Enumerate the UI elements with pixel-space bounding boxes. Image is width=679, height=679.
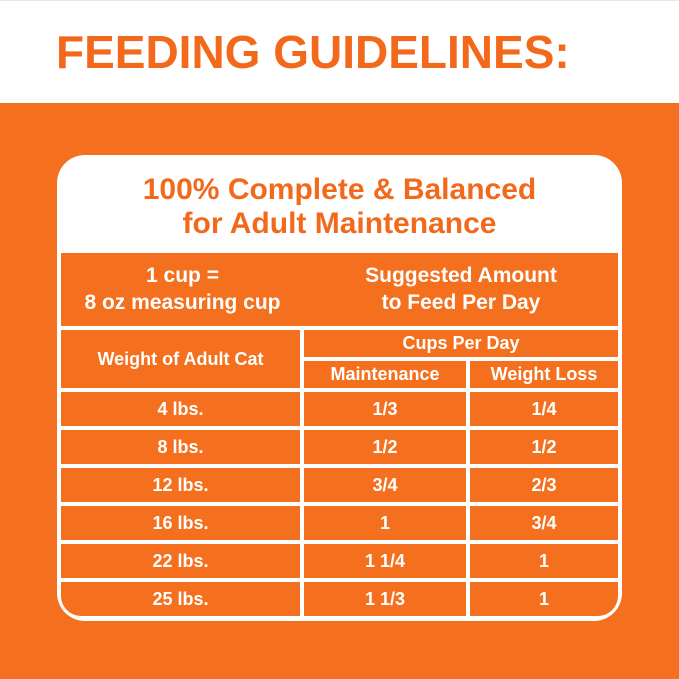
table-row: 22 lbs. 1 1/4 1 — [61, 544, 618, 578]
maintenance-cell: 1 — [304, 506, 466, 540]
table-row: 16 lbs. 1 3/4 — [61, 506, 618, 540]
card-title-line2: for Adult Maintenance — [182, 207, 497, 240]
weight-cell: 25 lbs. — [61, 582, 300, 616]
maintenance-header-cell: Maintenance — [304, 361, 466, 388]
card-title-line1: 100% Complete & Balanced — [142, 173, 537, 207]
maintenance-cell: 1/3 — [304, 392, 466, 426]
suggested-line2: to Feed Per Day — [381, 290, 541, 314]
weight-cell: 16 lbs. — [61, 506, 300, 540]
page-title: FEEDING GUIDELINES: — [56, 26, 570, 78]
maintenance-cell: 1 1/4 — [304, 544, 466, 578]
suggested-line1: Suggested Amount — [365, 263, 557, 287]
weight-loss-cell: 1 — [470, 582, 618, 616]
table-row: 8 lbs. 1/2 1/2 — [61, 430, 618, 464]
weight-cell: 8 lbs. — [61, 430, 300, 464]
table-row: 4 lbs. 1/3 1/4 — [61, 392, 618, 426]
weight-loss-cell: 2/3 — [470, 468, 618, 502]
orange-background: 100% Complete & Balanced for Adult Maint… — [0, 103, 679, 679]
weight-loss-cell: 1/2 — [470, 430, 618, 464]
suggested-amount-header: Suggested Amount to Feed Per Day — [304, 263, 618, 317]
cup-note-line1: 1 cup = — [146, 263, 219, 287]
table-top-band: 1 cup = 8 oz measuring cup Suggested Amo… — [61, 253, 618, 326]
cups-header-group: Cups Per Day Maintenance Weight Loss — [304, 330, 618, 388]
feeding-card: 100% Complete & Balanced for Adult Maint… — [57, 155, 622, 621]
sub-header-row: Maintenance Weight Loss — [304, 361, 618, 388]
weight-loss-cell: 1/4 — [470, 392, 618, 426]
table-row: 25 lbs. 1 1/3 1 — [61, 582, 618, 616]
weight-cell: 22 lbs. — [61, 544, 300, 578]
weight-cell: 12 lbs. — [61, 468, 300, 502]
maintenance-cell: 1/2 — [304, 430, 466, 464]
maintenance-cell: 3/4 — [304, 468, 466, 502]
maintenance-cell: 1 1/3 — [304, 582, 466, 616]
weight-cell: 4 lbs. — [61, 392, 300, 426]
card-title: 100% Complete & Balanced for Adult Maint… — [61, 155, 618, 253]
weight-header-cell: Weight of Adult Cat — [61, 330, 300, 388]
cup-note-line2: 8 oz measuring cup — [84, 290, 281, 314]
weight-loss-header-cell: Weight Loss — [470, 361, 618, 388]
header-band: FEEDING GUIDELINES: — [0, 0, 679, 103]
weight-loss-cell: 1 — [470, 544, 618, 578]
cups-per-day-cell: Cups Per Day — [304, 330, 618, 357]
weight-loss-cell: 3/4 — [470, 506, 618, 540]
table-row: 12 lbs. 3/4 2/3 — [61, 468, 618, 502]
feeding-table: 1 cup = 8 oz measuring cup Suggested Amo… — [61, 253, 618, 616]
cup-note: 1 cup = 8 oz measuring cup — [61, 263, 304, 317]
table-header-row: Weight of Adult Cat Cups Per Day Mainten… — [61, 330, 618, 388]
